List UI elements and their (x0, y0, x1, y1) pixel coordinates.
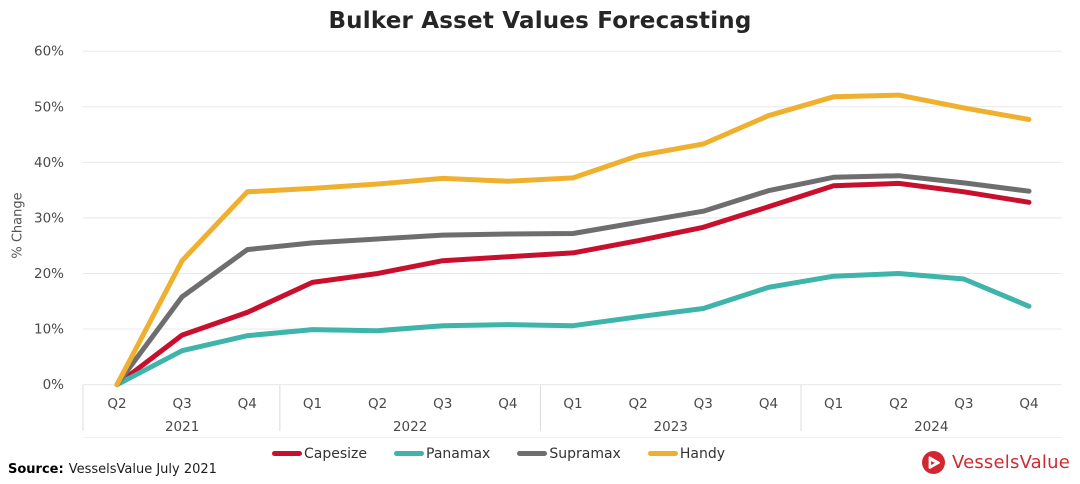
chart-title: Bulker Asset Values Forecasting (328, 8, 752, 34)
legend-swatch-capesize (272, 450, 302, 457)
y-tick-label: 60% (34, 44, 64, 60)
x-tick-label: Q3 (954, 396, 973, 412)
series-line-panamax (114, 271, 1032, 388)
y-tick-label: 40% (34, 155, 64, 171)
year-label: 2021 (165, 419, 199, 435)
x-tick-label: Q2 (889, 396, 908, 412)
x-tick-label: Q4 (759, 396, 778, 412)
x-tick-label: Q2 (368, 396, 387, 412)
x-tick-label: Q4 (238, 396, 257, 412)
year-label: 2024 (914, 419, 948, 435)
legend-item-supramax: Supramax (517, 445, 621, 462)
year-label: 2023 (654, 419, 688, 435)
y-tick-label: 20% (34, 266, 64, 282)
x-tick-label: Q3 (433, 396, 452, 412)
x-tick-label: Q1 (563, 396, 582, 412)
series-line-supramax (114, 173, 1032, 388)
line-chart-svg: 0% 10% 20% 30% 40% 50% 60% Q2 Q3 Q4 Q1 Q2 Q3 Q4 Q1 Q2 Q3… (34, 44, 1062, 438)
legend-label-handy: Handy (679, 445, 725, 462)
y-tick-label: 50% (34, 99, 64, 115)
series-line-capesize (114, 180, 1032, 388)
legend-label-supramax: Supramax (549, 445, 621, 462)
x-tick-label: Q4 (1019, 396, 1038, 412)
legend-item-handy: Handy (647, 445, 725, 462)
x-tick-label: Q3 (694, 396, 713, 412)
legend-swatch-supramax (517, 450, 548, 457)
x-tick-label: Q2 (107, 396, 126, 412)
series-line-handy (114, 92, 1032, 388)
x-tick-label: Q3 (173, 396, 192, 412)
legend-swatch-panamax (394, 450, 424, 457)
legend-item-capesize: Capesize (272, 446, 367, 462)
year-label: 2022 (393, 419, 427, 435)
source-note: Source: VesselsValue July 2021 (8, 462, 217, 477)
legend-swatch-handy (647, 450, 678, 457)
vesselsvalue-logo: VesselsValue (921, 451, 1070, 474)
source-text: VesselsValue July 2021 (68, 462, 217, 477)
y-tick-label: 0% (43, 377, 65, 393)
vesselsvalue-logo-text: VesselsValue (951, 452, 1070, 473)
chart-canvas: 0% 10% 20% 30% 40% 50% 60% Q2 Q3 Q4 Q1 Q2 Q3 Q4 Q1 Q2 Q3… (34, 44, 1062, 438)
y-tick-label: 30% (34, 210, 64, 226)
legend: Capesize Panamax Supramax Handy (272, 445, 725, 462)
legend-label-panamax: Panamax (426, 445, 491, 462)
x-tick-label: Q4 (498, 396, 517, 412)
x-tick-label: Q1 (824, 396, 843, 412)
vesselsvalue-logo-icon (921, 451, 945, 474)
legend-label-capesize: Capesize (304, 445, 367, 462)
x-tick-label: Q1 (303, 396, 322, 412)
source-label: Source: (8, 462, 64, 477)
legend-item-panamax: Panamax (394, 446, 490, 462)
x-tick-label: Q2 (629, 396, 648, 412)
y-tick-label: 10% (34, 322, 64, 338)
